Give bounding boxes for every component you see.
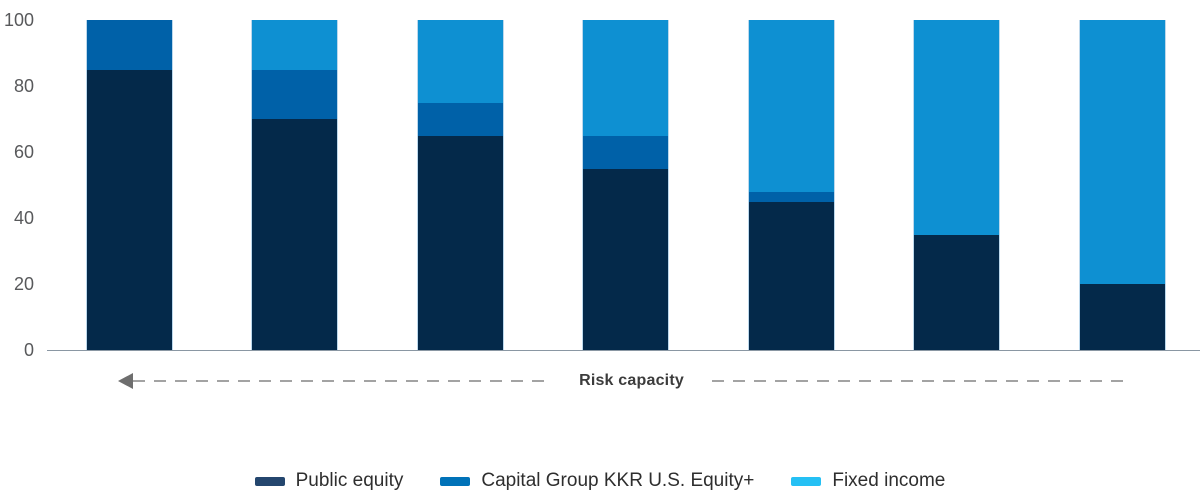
bar-segment [1079, 20, 1165, 284]
bar-segment [748, 20, 834, 192]
y-tick-label: 0 [23, 340, 34, 360]
y-tick-label: 80 [13, 76, 34, 96]
bar-column-2 [251, 20, 338, 350]
bar-column-7 [1078, 20, 1166, 350]
bar-segment [583, 20, 668, 136]
legend-item: Capital Group KKR U.S. Equity+ [440, 470, 754, 492]
bar-segment [417, 102, 503, 136]
left-arrow-icon [118, 373, 133, 389]
legend-item: Fixed income [791, 470, 945, 492]
dashed-line-left [133, 380, 552, 382]
bar-segment [914, 234, 999, 350]
x-axis-line [47, 350, 1200, 351]
y-tick-label: 20 [13, 274, 34, 294]
bar-segment [252, 119, 337, 350]
legend-swatch-icon [440, 476, 471, 486]
bar-segment [914, 20, 999, 235]
legend-label: Capital Group KKR U.S. Equity+ [481, 470, 755, 491]
bar-segment [748, 191, 834, 202]
bar-column-4 [582, 20, 669, 350]
risk-capacity-annotation: Risk capacity [118, 371, 1131, 391]
bar-segment [252, 20, 337, 70]
legend-label: Public equity [295, 470, 404, 491]
y-tick-label: 40 [13, 208, 34, 228]
bar-segment [1079, 284, 1165, 350]
bar-column-1 [85, 20, 173, 350]
legend: Public equity Capital Group KKR U.S. Equi… [0, 468, 1200, 494]
bar-segment [748, 201, 834, 350]
bar-segment [417, 135, 503, 350]
y-tick-label: 100 [3, 10, 34, 30]
bar-segment [252, 69, 337, 119]
bar-column-3 [416, 20, 504, 350]
bar-segment [583, 168, 668, 350]
bar-segment [86, 20, 172, 70]
risk-capacity-label: Risk capacity [579, 372, 684, 389]
legend-swatch-icon [791, 476, 822, 486]
bar-segment [583, 135, 668, 169]
dashed-line-right [711, 380, 1131, 382]
bar-column-6 [913, 20, 1000, 350]
legend-item: Public equity [254, 470, 404, 492]
legend-label: Fixed income [832, 470, 946, 491]
y-tick-label: 60 [13, 142, 34, 162]
bar-segment [86, 69, 172, 350]
bar-segment [417, 20, 503, 103]
legend-swatch-icon [254, 476, 285, 486]
bar-column-5 [747, 20, 835, 350]
